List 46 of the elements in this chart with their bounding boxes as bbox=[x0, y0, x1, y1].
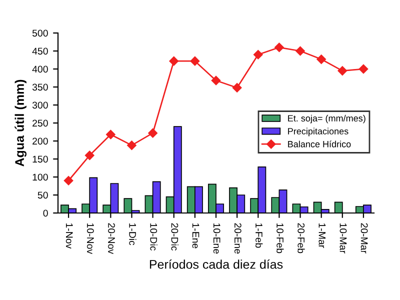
legend-label: Et. soja= (mm/mes) bbox=[288, 114, 366, 124]
y-tick-label: 350 bbox=[32, 84, 48, 91]
point bbox=[127, 140, 136, 150]
y-tick-label: 450 bbox=[32, 48, 48, 55]
x-tick-label: 20-Nov bbox=[108, 223, 115, 254]
y-tick-label: 0 bbox=[43, 210, 48, 217]
point bbox=[254, 50, 263, 60]
legend-label: Precipitaciones bbox=[288, 128, 348, 136]
x-axis-title: Períodos cada diez días bbox=[150, 259, 283, 269]
point bbox=[338, 66, 348, 76]
y-tick-label: 150 bbox=[32, 156, 48, 163]
x-tick-label: 1-Nov bbox=[66, 223, 73, 249]
legend-label: Balance Hídrico bbox=[288, 140, 351, 148]
y-axis-title: Agua útil (mm) bbox=[14, 80, 27, 166]
x-tick-label: 10-Nov bbox=[86, 223, 94, 254]
y-tick-label: 200 bbox=[32, 138, 48, 145]
point bbox=[296, 46, 305, 56]
x-tick-label: 1-Mar bbox=[318, 223, 326, 248]
point bbox=[106, 130, 116, 140]
y-tick-label: 100 bbox=[32, 174, 48, 181]
point bbox=[232, 83, 242, 92]
x-tick-label: 20-Ene bbox=[234, 223, 242, 254]
point bbox=[274, 42, 284, 52]
y-tick-label: 500 bbox=[32, 30, 48, 37]
x-tick-label: 1-Ene bbox=[192, 223, 200, 248]
x-tick-label: 10-Dic bbox=[150, 223, 158, 251]
point bbox=[169, 56, 178, 66]
point bbox=[358, 64, 368, 74]
x-tick-label: 20-Feb bbox=[298, 223, 305, 254]
point bbox=[148, 128, 158, 138]
point bbox=[64, 176, 74, 186]
x-tick-label: 10-Feb bbox=[276, 223, 284, 254]
y-tick-label: 250 bbox=[32, 120, 48, 127]
x-tick-label: 20-Mar bbox=[360, 223, 368, 254]
y-tick-label: 400 bbox=[32, 66, 48, 73]
y-tick-label: 300 bbox=[32, 102, 48, 109]
x-tick-label: 1-Feb bbox=[256, 223, 263, 248]
x-tick-label: 10-Mar bbox=[340, 223, 347, 254]
point bbox=[211, 76, 221, 86]
x-tick-label: 10-Ene bbox=[213, 223, 220, 254]
y-tick-label: 50 bbox=[38, 192, 48, 199]
x-tick-label: 20-Dic bbox=[171, 223, 178, 251]
point bbox=[190, 56, 200, 66]
point bbox=[316, 54, 326, 64]
point bbox=[84, 150, 94, 160]
x-tick-label: 1-Dic bbox=[129, 223, 136, 246]
